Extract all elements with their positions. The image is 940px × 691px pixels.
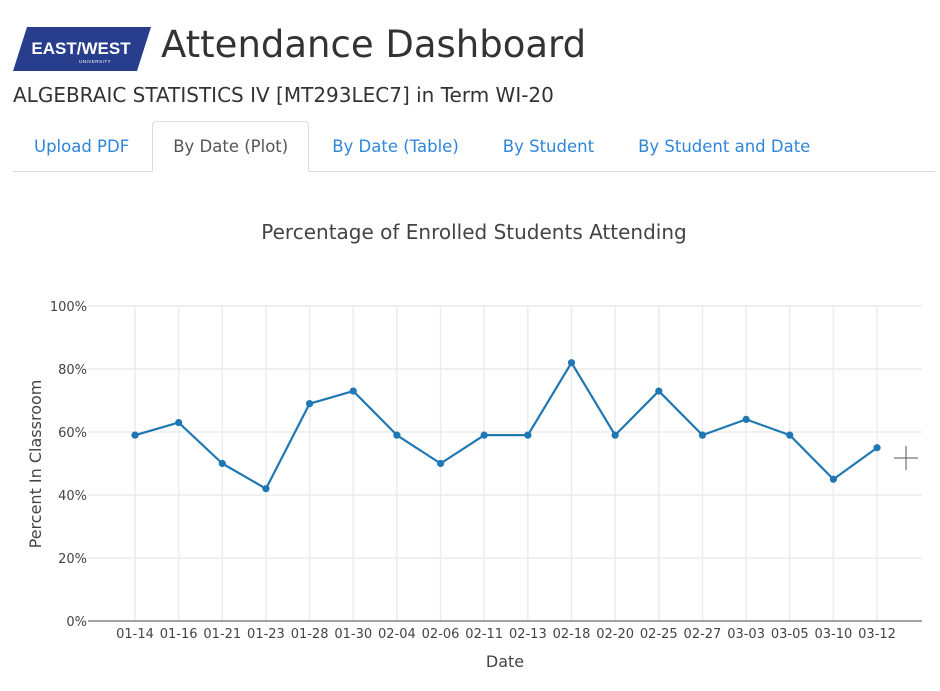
x-tick-label: 02-04 — [378, 627, 416, 642]
x-tick-label: 02-18 — [553, 627, 591, 642]
data-point[interactable] — [306, 400, 314, 408]
x-tick-label: 03-10 — [815, 627, 853, 642]
x-tick-label: 03-05 — [771, 627, 809, 642]
course-subtitle: ALGEBRAIC STATISTICS IV [MT293LEC7] in T… — [13, 83, 554, 107]
chart-title: Percentage of Enrolled Students Attendin… — [261, 220, 686, 244]
x-tick-label: 01-16 — [160, 627, 198, 642]
university-logo: EAST/WEST UNIVERSITY — [13, 27, 151, 71]
data-point[interactable] — [829, 475, 838, 483]
tab-by-date-plot[interactable]: By Date (Plot) — [152, 121, 310, 172]
x-tick-label: 01-14 — [116, 627, 154, 642]
x-tick-label: 01-23 — [247, 627, 285, 642]
x-tick-label: 01-28 — [291, 627, 329, 642]
data-point[interactable] — [524, 431, 532, 439]
data-point[interactable] — [655, 387, 663, 395]
logo-subtext: UNIVERSITY — [79, 59, 111, 64]
data-point[interactable] — [480, 431, 488, 439]
data-point[interactable] — [567, 359, 576, 367]
tab-by-student-and-date[interactable]: By Student and Date — [638, 137, 811, 156]
crosshair-cursor-icon — [894, 446, 918, 470]
y-tick-label: 60% — [58, 426, 87, 441]
x-tick-label: 01-21 — [203, 627, 241, 642]
data-point[interactable] — [218, 459, 226, 468]
y-tick-label: 80% — [58, 363, 87, 378]
y-tick-label: 0% — [66, 615, 87, 630]
data-point[interactable] — [436, 459, 445, 468]
data-point[interactable] — [873, 444, 881, 452]
data-point[interactable] — [262, 485, 270, 493]
data-point[interactable] — [175, 418, 183, 427]
x-tick-label: 03-12 — [858, 627, 896, 642]
y-tick-label: 20% — [58, 552, 87, 567]
x-tick-label: 02-20 — [596, 627, 634, 642]
x-tick-label: 02-13 — [509, 627, 547, 642]
y-tick-label: 100% — [50, 300, 87, 315]
tab-by-date-table[interactable]: By Date (Table) — [332, 137, 459, 156]
attendance-series-line — [134, 361, 878, 490]
data-point[interactable] — [742, 415, 750, 423]
x-axis-title: Date — [486, 652, 524, 671]
tab-bar: Upload PDF By Date (Plot) By Date (Table… — [13, 121, 935, 172]
data-point[interactable] — [349, 387, 357, 395]
y-tick-label: 40% — [58, 489, 87, 504]
y-axis-title: Percent In Classroom — [26, 380, 45, 549]
attendance-line-plot[interactable]: Percentage of Enrolled Students Attendin… — [0, 190, 940, 691]
tab-upload-pdf[interactable]: Upload PDF — [34, 137, 130, 156]
x-tick-label: 02-25 — [640, 627, 678, 642]
data-point[interactable] — [698, 431, 707, 439]
tab-by-student[interactable]: By Student — [502, 137, 595, 156]
x-tick-label: 02-11 — [465, 627, 503, 642]
data-point[interactable] — [611, 431, 619, 439]
attendance-chart[interactable]: Percentage of Enrolled Students Attendin… — [0, 190, 940, 691]
data-point[interactable] — [393, 431, 401, 439]
data-point[interactable] — [131, 431, 139, 439]
logo-text: EAST/WEST — [31, 39, 131, 58]
x-tick-label: 01-30 — [334, 627, 372, 642]
page-title: Attendance Dashboard — [161, 23, 587, 66]
data-point[interactable] — [786, 431, 794, 439]
x-tick-label: 03-03 — [727, 627, 765, 642]
x-tick-label: 02-27 — [684, 627, 722, 642]
x-tick-label: 02-06 — [422, 627, 460, 642]
